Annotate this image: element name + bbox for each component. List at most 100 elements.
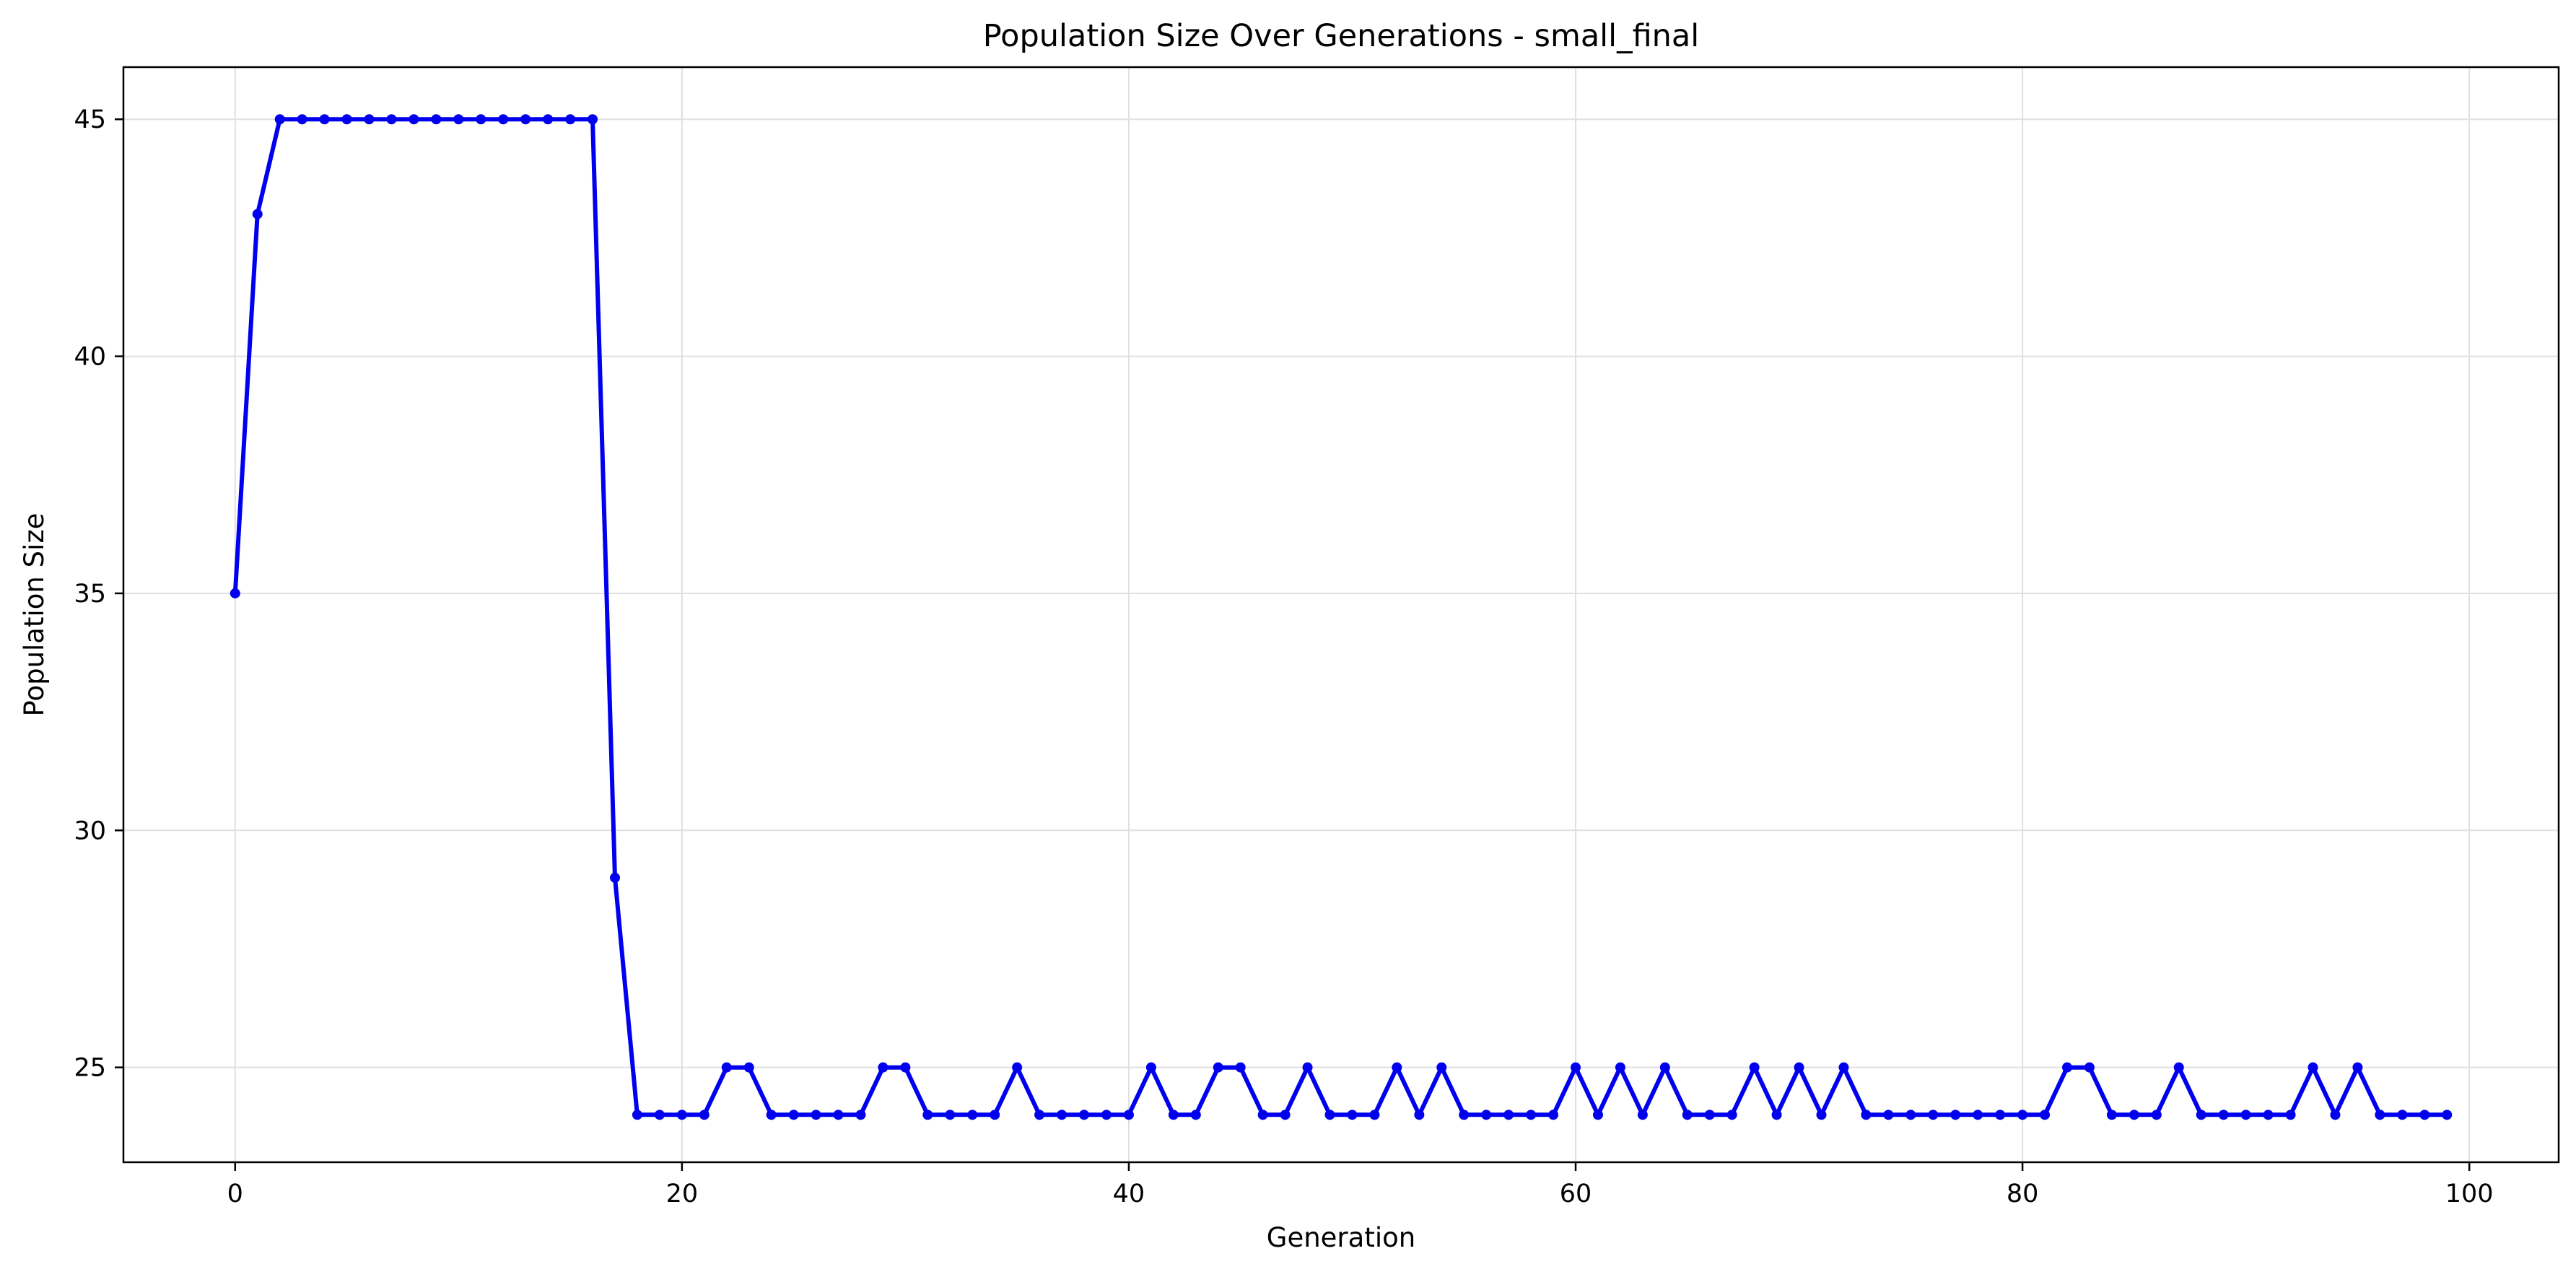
y-tick-label: 40 xyxy=(74,343,106,372)
data-point xyxy=(1950,1110,1961,1120)
y-tick-label: 25 xyxy=(74,1054,106,1083)
x-tick-label: 100 xyxy=(2445,1180,2494,1208)
data-point xyxy=(2218,1110,2229,1120)
data-point xyxy=(2240,1110,2251,1120)
data-point xyxy=(1771,1110,1782,1120)
data-point xyxy=(2308,1062,2318,1073)
data-point xyxy=(1526,1110,1537,1120)
data-point xyxy=(2375,1110,2385,1120)
data-point xyxy=(1973,1110,1983,1120)
series-layer xyxy=(230,114,2453,1120)
x-tick-label: 40 xyxy=(1113,1180,1145,1208)
data-point xyxy=(609,872,620,883)
data-point xyxy=(1704,1110,1715,1120)
data-point xyxy=(1145,1062,1156,1073)
data-point xyxy=(588,114,598,125)
data-point xyxy=(1749,1062,1760,1073)
x-tick-label: 20 xyxy=(666,1180,699,1208)
data-point xyxy=(1012,1062,1023,1073)
data-point xyxy=(2285,1110,2296,1120)
data-point xyxy=(297,114,307,125)
data-point xyxy=(1995,1110,2006,1120)
data-point xyxy=(1213,1062,1223,1073)
data-point xyxy=(1548,1110,1559,1120)
y-tick-label: 35 xyxy=(74,580,106,609)
y-axis-label: Population Size xyxy=(19,513,50,716)
data-point xyxy=(1257,1110,1268,1120)
data-point xyxy=(409,114,419,125)
data-point xyxy=(1123,1110,1134,1120)
data-point xyxy=(721,1062,732,1073)
data-point xyxy=(1280,1110,1291,1120)
data-point xyxy=(1079,1110,1090,1120)
data-point xyxy=(1794,1062,1804,1073)
data-point xyxy=(1503,1110,1514,1120)
chart-title: Population Size Over Generations - small… xyxy=(983,18,1699,54)
data-point xyxy=(632,1110,642,1120)
data-point xyxy=(2173,1062,2184,1073)
data-point xyxy=(878,1062,888,1073)
data-point xyxy=(2062,1062,2073,1073)
data-point xyxy=(676,1110,687,1120)
data-point xyxy=(1905,1110,1916,1120)
data-point xyxy=(945,1110,956,1120)
data-point xyxy=(1235,1062,1246,1073)
data-point xyxy=(743,1062,754,1073)
data-point xyxy=(2352,1062,2363,1073)
data-point xyxy=(1883,1110,1894,1120)
data-point xyxy=(565,114,576,125)
data-point xyxy=(766,1110,777,1120)
y-tick-label: 45 xyxy=(74,105,106,134)
data-point xyxy=(1057,1110,1067,1120)
plot-area-frame xyxy=(122,66,2560,1164)
data-point xyxy=(386,114,397,125)
data-point xyxy=(1347,1110,1358,1120)
data-point xyxy=(2017,1110,2028,1120)
data-point xyxy=(1682,1110,1693,1120)
data-point xyxy=(2106,1110,2117,1120)
data-point xyxy=(543,114,554,125)
data-point xyxy=(1392,1062,1402,1073)
data-point xyxy=(453,114,464,125)
data-point xyxy=(855,1110,866,1120)
data-point xyxy=(2084,1062,2095,1073)
data-point xyxy=(811,1110,821,1120)
x-tick-label: 80 xyxy=(2007,1180,2039,1208)
data-point xyxy=(699,1110,710,1120)
data-point xyxy=(476,114,486,125)
data-point xyxy=(2330,1110,2341,1120)
data-point xyxy=(654,1110,665,1120)
data-point xyxy=(833,1110,844,1120)
data-point xyxy=(520,114,531,125)
axis-ticks: 0 20 40 60 80 100 25 30 35 40 45 xyxy=(74,105,2493,1208)
data-point xyxy=(922,1110,933,1120)
y-tick-label: 30 xyxy=(74,816,106,845)
data-point xyxy=(319,114,330,125)
data-point xyxy=(1190,1110,1201,1120)
data-point xyxy=(1838,1062,1849,1073)
series-line xyxy=(232,117,2448,1117)
data-point xyxy=(274,114,285,125)
data-point xyxy=(341,114,352,125)
data-point xyxy=(1481,1110,1492,1120)
data-point xyxy=(1726,1110,1737,1120)
data-point xyxy=(2040,1110,2051,1120)
data-point xyxy=(2129,1110,2139,1120)
data-point xyxy=(1928,1110,1939,1120)
data-point xyxy=(2151,1110,2162,1120)
data-point xyxy=(1101,1110,1112,1120)
data-point xyxy=(252,209,263,219)
x-tick-label: 0 xyxy=(227,1180,243,1208)
data-point xyxy=(1168,1110,1179,1120)
data-point xyxy=(1034,1110,1045,1120)
data-point xyxy=(364,114,375,125)
data-point xyxy=(900,1062,911,1073)
data-point xyxy=(1592,1110,1603,1120)
data-point xyxy=(1436,1062,1447,1073)
data-point xyxy=(1369,1110,1380,1120)
data-point xyxy=(2419,1110,2430,1120)
data-point xyxy=(1615,1062,1625,1073)
data-point xyxy=(1861,1110,1872,1120)
data-point xyxy=(990,1110,1000,1120)
